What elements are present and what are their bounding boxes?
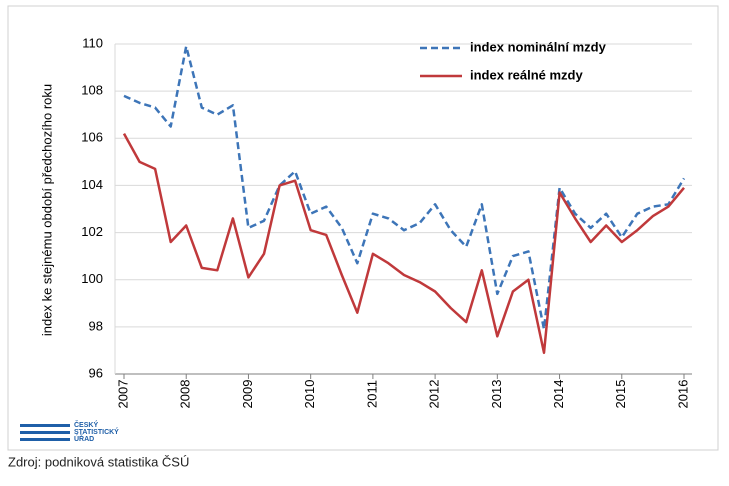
x-tick-label: 2011 — [364, 380, 379, 408]
y-tick-label: 106 — [81, 130, 103, 145]
x-tick-label: 2016 — [675, 380, 690, 409]
chart-frame — [7, 5, 719, 451]
x-tick-label: 2014 — [551, 380, 566, 409]
y-tick-label: 100 — [81, 271, 103, 286]
legend-label: index reálné mzdy — [470, 67, 583, 82]
source: Zdroj: podniková statistika ČSÚ — [8, 454, 189, 469]
y-tick-label: 102 — [81, 224, 103, 239]
logo-stripe — [20, 438, 70, 441]
x-tick-label: 2008 — [178, 380, 193, 409]
x-tick-label: 2012 — [427, 380, 442, 409]
y-axis-label: index ke stejnému období předchozího rok… — [39, 84, 54, 336]
y-tick-label: 96 — [89, 365, 103, 380]
y-tick-label: 108 — [81, 83, 103, 98]
y-tick-label: 98 — [89, 318, 103, 333]
logo-text: ČESKÝ — [74, 420, 98, 429]
logo-stripe — [20, 431, 70, 434]
x-tick-label: 2009 — [240, 380, 255, 409]
x-tick-label: 2007 — [115, 380, 130, 409]
series-line — [123, 45, 686, 331]
y-tick-label: 104 — [81, 177, 103, 192]
legend-label: index nominální mzdy — [470, 39, 607, 54]
x-tick-label: 2013 — [489, 380, 504, 409]
logo-text: STATISTICKÝ — [74, 427, 119, 436]
logo-stripe — [20, 424, 70, 427]
series-line — [122, 132, 685, 355]
x-tick-label: 2010 — [302, 380, 317, 409]
y-tick-label: 110 — [82, 35, 103, 50]
logo: ČESKÝ STATISTICKÝ ÚŘAD — [20, 420, 119, 443]
x-tick-label: 2015 — [613, 380, 628, 409]
logo-text: ÚŘAD — [74, 434, 94, 443]
